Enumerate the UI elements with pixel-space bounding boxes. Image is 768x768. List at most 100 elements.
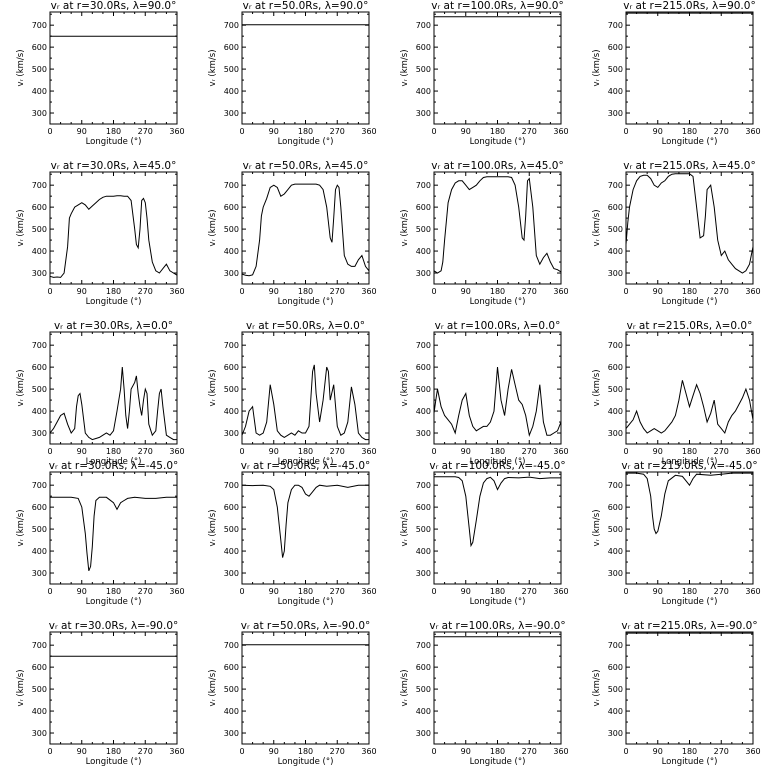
x-tick-label: 270 [138, 447, 153, 456]
y-tick-label: 500 [32, 225, 47, 234]
x-tick-label: 270 [330, 587, 345, 596]
y-tick-label: 500 [32, 525, 47, 534]
y-tick-label: 500 [224, 225, 239, 234]
x-tick-label: 90 [269, 447, 279, 456]
y-tick-label: 700 [608, 641, 623, 650]
x-tick-label: 90 [77, 587, 87, 596]
y-tick-label: 500 [608, 385, 623, 394]
y-tick-label: 400 [32, 707, 47, 716]
plot-frame [241, 631, 370, 745]
y-tick-label: 700 [608, 21, 623, 30]
x-tick-label: 90 [269, 287, 279, 296]
y-tick-label: 300 [416, 569, 431, 578]
x-tick-label: 180 [682, 747, 697, 756]
x-axis-label: Longitude (°) [278, 297, 334, 307]
y-tick-label: 600 [416, 503, 431, 512]
chart-title: vᵣ at r=30.0Rs, λ=-90.0° [49, 620, 179, 632]
chart-panel-12: vᵣ at r=215.0Rs, λ=0.0° 0 90 180 270 360 300 40… [592, 320, 761, 467]
y-tick-label: 700 [32, 181, 47, 190]
x-tick-label: 360 [169, 747, 184, 756]
y-tick-label: 600 [224, 43, 239, 52]
series-line [241, 364, 369, 441]
y-tick-label: 300 [608, 429, 623, 438]
plot-frame [433, 631, 562, 745]
y-axis-label: vᵣ (km/s) [208, 369, 218, 406]
x-tick-label: 90 [653, 127, 663, 136]
y-axis-label: vᵣ (km/s) [16, 209, 26, 246]
y-tick-label: 600 [224, 363, 239, 372]
x-tick-label: 360 [361, 587, 376, 596]
x-tick-label: 0 [239, 587, 244, 596]
plot-frame [433, 171, 562, 285]
y-tick-label: 400 [224, 407, 239, 416]
chart-title: vᵣ at r=30.0Rs, λ=0.0° [54, 320, 173, 332]
chart-panel-2: vᵣ at r=50.0Rs, λ=90.0° 0 90 180 270 360 300 40… [208, 0, 377, 147]
plot-frame [49, 631, 178, 745]
x-tick-label: 90 [269, 127, 279, 136]
y-tick-label: 600 [608, 363, 623, 372]
series-line [625, 380, 754, 435]
chart-title: vᵣ at r=100.0Rs, λ=-45.0° [429, 460, 565, 472]
y-tick-label: 700 [608, 341, 623, 350]
x-tick-label: 180 [682, 127, 697, 136]
x-axis-label: Longitude (°) [278, 597, 334, 607]
x-tick-label: 90 [653, 747, 663, 756]
y-tick-label: 500 [416, 685, 431, 694]
x-tick-label: 360 [553, 447, 568, 456]
y-axis-label: vᵣ (km/s) [16, 49, 26, 86]
chart-panel-1: vᵣ at r=30.0Rs, λ=90.0° 0 90 180 270 360 300 40… [16, 0, 185, 147]
x-tick-label: 90 [461, 447, 471, 456]
y-axis-label: vᵣ (km/s) [16, 369, 26, 406]
chart-panel-8: vᵣ at r=215.0Rs, λ=45.0° 0 90 180 270 360 300 4… [592, 160, 761, 307]
chart-title: vᵣ at r=215.0Rs, λ=-90.0° [621, 620, 757, 632]
chart-panel-11: vᵣ at r=100.0Rs, λ=0.0° 0 90 180 270 360 300 40… [400, 320, 569, 467]
x-tick-label: 0 [623, 127, 628, 136]
y-tick-label: 500 [416, 65, 431, 74]
x-tick-label: 360 [361, 747, 376, 756]
chart-title: vᵣ at r=50.0Rs, λ=90.0° [243, 0, 369, 12]
x-tick-label: 270 [138, 127, 153, 136]
y-tick-label: 500 [608, 65, 623, 74]
y-tick-label: 500 [224, 385, 239, 394]
y-tick-label: 500 [224, 685, 239, 694]
y-tick-label: 300 [608, 729, 623, 738]
y-axis-label: vᵣ (km/s) [208, 509, 218, 546]
y-tick-label: 500 [32, 685, 47, 694]
y-tick-label: 500 [32, 385, 47, 394]
x-tick-label: 90 [653, 447, 663, 456]
y-tick-label: 600 [416, 663, 431, 672]
x-tick-label: 360 [169, 127, 184, 136]
y-tick-label: 300 [32, 729, 47, 738]
chart-title: vᵣ at r=50.0Rs, λ=45.0° [243, 160, 369, 172]
chart-title: vᵣ at r=50.0Rs, λ=-45.0° [241, 460, 371, 472]
y-tick-label: 600 [32, 203, 47, 212]
y-tick-label: 700 [416, 341, 431, 350]
chart-title: vᵣ at r=30.0Rs, λ=90.0° [51, 0, 177, 12]
x-tick-label: 90 [77, 747, 87, 756]
y-tick-label: 700 [32, 481, 47, 490]
x-tick-label: 0 [47, 447, 52, 456]
plot-frame [241, 11, 370, 125]
x-tick-label: 180 [298, 447, 313, 456]
y-axis-label: vᵣ (km/s) [592, 509, 602, 546]
y-tick-label: 700 [416, 641, 431, 650]
y-axis-label: vᵣ (km/s) [208, 669, 218, 706]
x-tick-label: 90 [77, 447, 87, 456]
plot-frame [241, 471, 370, 585]
x-tick-label: 360 [745, 587, 760, 596]
y-tick-label: 300 [416, 109, 431, 118]
chart-title: vᵣ at r=215.0Rs, λ=90.0° [623, 0, 755, 12]
chart-panel-14: vᵣ at r=50.0Rs, λ=-45.0° 0 90 180 270 360 300 4… [208, 460, 377, 607]
series-line [433, 367, 562, 438]
x-tick-label: 180 [682, 447, 697, 456]
series-line [50, 496, 177, 571]
x-axis-label: Longitude (°) [470, 457, 526, 467]
y-tick-label: 400 [416, 247, 431, 256]
x-tick-label: 360 [553, 747, 568, 756]
plot-frame [625, 331, 754, 445]
y-axis-label: vᵣ (km/s) [592, 49, 602, 86]
chart-panel-20: vᵣ at r=215.0Rs, λ=-90.0° 0 90 180 270 360 300… [592, 620, 761, 767]
x-tick-label: 360 [169, 587, 184, 596]
x-tick-label: 180 [490, 287, 505, 296]
